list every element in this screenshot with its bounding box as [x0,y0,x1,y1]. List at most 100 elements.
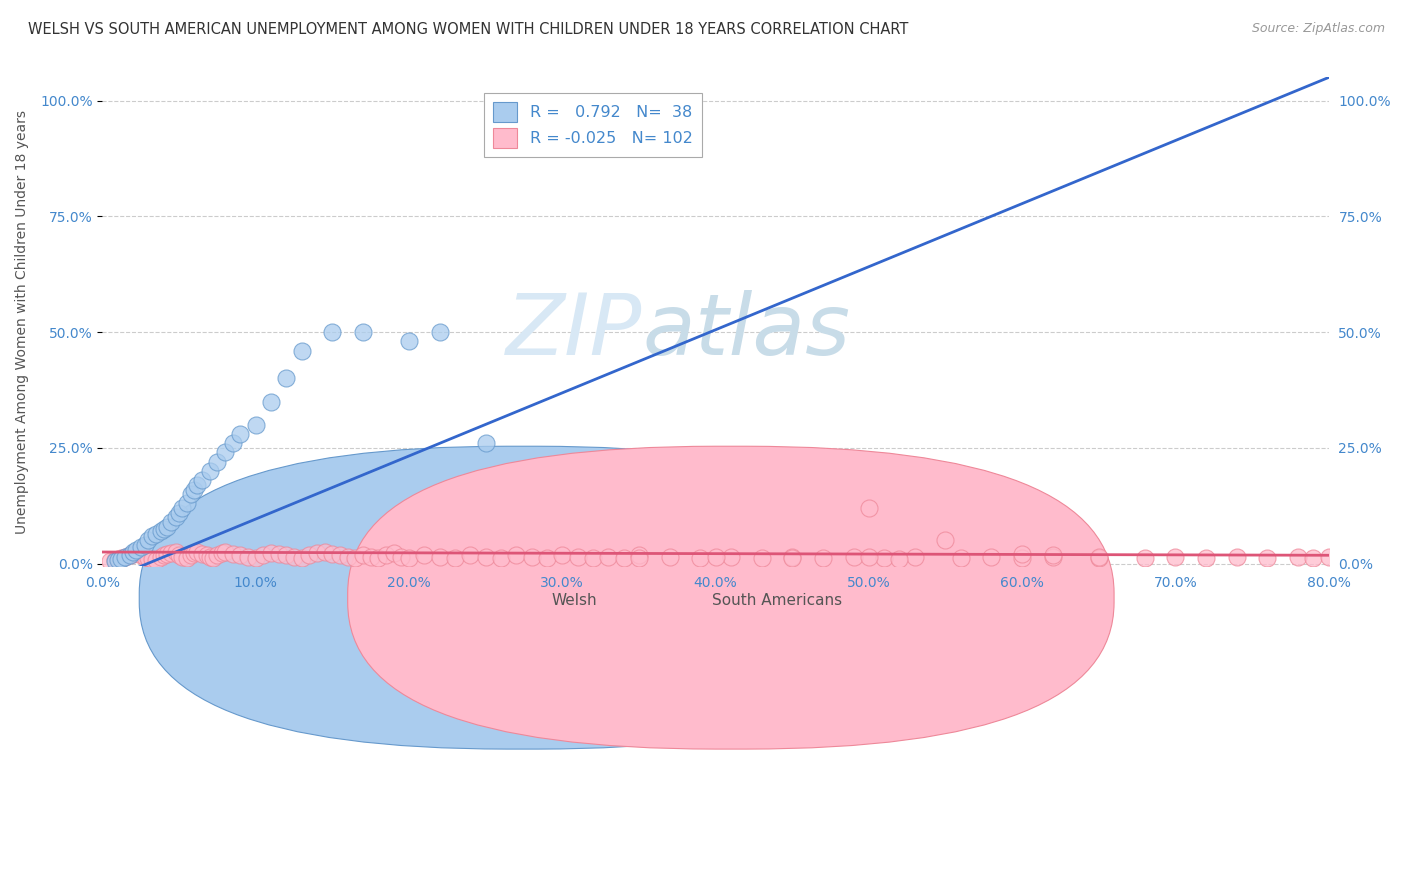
Point [360,549,382,564]
Point [245,551,267,566]
Point [191,547,214,561]
Point [156,519,179,533]
Point [398,334,420,349]
Point [627,548,650,562]
Point [536,551,558,566]
Point [149,549,172,564]
Point [152,522,174,536]
Point [344,551,367,566]
Text: WELSH VS SOUTH AMERICAN UNEMPLOYMENT AMONG WOMEN WITH CHILDREN UNDER 18 YEARS CO: WELSH VS SOUTH AMERICAN UNEMPLOYMENT AMO… [28,22,908,37]
Text: Welsh: Welsh [551,593,598,607]
Point [949,551,972,566]
Point [321,325,343,339]
Point [245,417,267,432]
FancyBboxPatch shape [347,446,1114,749]
Point [176,551,198,566]
Point [1133,551,1156,566]
Point [138,533,160,548]
Point [252,548,274,562]
Point [276,548,298,562]
Point [858,501,880,516]
Point [236,549,259,564]
Point [811,551,834,566]
Point [125,546,148,560]
Point [704,549,727,564]
Point [283,549,305,564]
Point [551,548,574,562]
Point [1286,549,1309,564]
Point [889,552,911,566]
Point [145,553,167,567]
Point [122,547,145,561]
Point [1195,551,1218,566]
Point [474,549,496,564]
FancyBboxPatch shape [139,446,905,749]
Point [149,524,172,539]
Text: Source: ZipAtlas.com: Source: ZipAtlas.com [1251,22,1385,36]
Point [141,552,163,566]
Point [167,548,190,562]
Point [152,548,174,562]
Point [1317,549,1340,564]
Point [107,553,129,567]
Text: atlas: atlas [643,290,851,373]
Point [129,541,152,555]
Point [267,547,290,561]
Point [207,548,229,562]
Point [160,546,183,560]
Point [520,549,543,564]
Point [129,548,152,562]
Point [98,554,121,568]
Point [858,549,880,564]
Point [229,426,252,441]
Point [873,551,896,566]
Point [375,548,398,562]
Point [172,549,194,564]
Point [104,554,127,568]
Point [134,549,156,564]
Point [751,551,773,566]
Point [183,483,205,497]
Point [582,551,605,566]
Point [352,325,374,339]
Point [1226,549,1249,564]
Point [382,546,405,560]
Point [904,549,927,564]
Point [598,549,620,564]
Text: South Americans: South Americans [711,593,842,607]
Point [260,394,283,409]
Point [980,549,1002,564]
Point [352,548,374,562]
Point [1302,551,1324,566]
Point [122,545,145,559]
Point [934,533,956,548]
Point [145,526,167,541]
Point [505,548,527,562]
Point [321,547,343,561]
Point [367,551,389,566]
Point [842,549,865,564]
Point [165,510,187,524]
Point [305,546,328,560]
Point [211,546,233,560]
Point [222,436,245,450]
Point [104,553,127,567]
Point [780,549,803,564]
Point [1087,549,1109,564]
Point [198,549,221,564]
Point [165,545,187,559]
Point [1011,551,1033,566]
Point [260,546,283,560]
Point [1087,551,1109,566]
Point [329,548,352,562]
Point [474,436,496,450]
Point [214,545,236,559]
Legend: R =   0.792   N=  38, R = -0.025   N= 102: R = 0.792 N= 38, R = -0.025 N= 102 [484,93,703,157]
Point [298,548,321,562]
Point [276,371,298,385]
Point [207,455,229,469]
Point [118,548,141,562]
Point [460,548,482,562]
Point [214,445,236,459]
Point [389,549,412,564]
